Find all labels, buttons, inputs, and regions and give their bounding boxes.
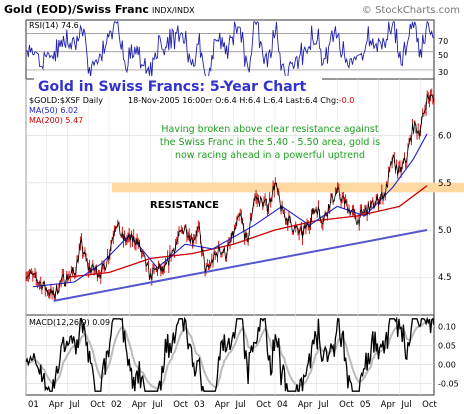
macd-tick-label: -0.05 [438,380,459,389]
macd-tick-label: 0.00 [438,361,456,370]
price-line [25,94,435,299]
x-tick-label: Apr [49,400,64,410]
banner-box [34,76,322,94]
x-tick-label: Oct [422,400,437,410]
rsi-line [25,20,435,79]
macd-tick-label: 0.10 [438,322,456,331]
annotation-line-1: Having broken above clear resistance aga… [161,124,379,135]
copyright: © StockCharts.com [362,5,460,16]
x-tick-label: 02 [111,400,122,410]
ma200-label: MA(200) 5.47 [29,116,83,125]
exchange-label: INDX/INDX [152,6,195,15]
price-tick-label: 5.5 [438,179,452,189]
x-tick-label: Oct [90,400,105,410]
x-tick-label: Jul [317,400,328,410]
chart-title: Gold (EOD)/Swiss Franc [4,3,149,16]
x-tick-label: Apr [298,400,313,410]
x-tick-label: Jul [400,400,411,410]
x-tick-label: Oct [256,400,271,410]
ma50-label: MA(50) 6.02 [29,106,78,115]
x-tick-label: 04 [277,400,288,410]
x-tick-label: Jul [68,400,79,410]
price-panel [25,78,435,316]
annotation-line-2: the Swiss Franc in the 5.40 - 5.50 area,… [160,137,380,148]
x-tick-label: Apr [381,400,396,410]
price-tick-label: 6.0 [438,132,452,142]
ohlc-readout: 18-Nov-2005 16:00ET O:6.4 H:6.4 L:6.4 Las… [128,96,354,105]
rsi-panel [25,19,435,80]
trendline [53,229,428,302]
x-axis: 01 Apr Jul Oct 02 Apr Jul Oct 03 Apr Jul Oct 04 Apr Ju… [28,400,438,410]
macd-panel [25,314,435,396]
x-tick-label: Apr [215,400,230,410]
price-tick-label: 4.5 [438,273,452,283]
x-tick-label: Jul [234,400,245,410]
rsi-tick-30: 30 [438,68,448,77]
resistance-band [111,182,464,193]
price-tick-label: 5.0 [438,226,452,236]
x-tick-label: Jul [151,400,162,410]
rsi-tick-70: 70 [438,37,448,46]
resistance-label: RESISTANCE [150,200,219,211]
rsi-level-lines [26,33,434,71]
macd-signal-line [25,320,435,390]
rsi-tick-50: 50 [438,51,448,60]
macd-tick-label: 0.05 [438,341,456,350]
symbol-label: $GOLD:$XSF Daily [29,96,103,105]
x-tick-label: Oct [173,400,188,410]
x-tick-label: 05 [360,400,371,410]
x-tick-label: 03 [194,400,205,410]
ma200-line [67,185,428,278]
macd-axis: 0.10 0.05 0.00 -0.05 [438,322,459,388]
x-tick-label: Apr [132,400,147,410]
banner-title: Gold in Swiss Francs: 5-Year Chart [38,79,307,95]
x-tick-label: Oct [339,400,354,410]
annotation-line-3: now racing ahead in a powerful uptrend [175,150,365,161]
macd-line [25,316,435,392]
rsi-label: RSI(14) 74.6 [29,21,79,30]
price-axis: 6.0 5.5 5.0 4.5 [438,132,452,284]
x-tick-label: 01 [28,400,39,410]
macd-label: MACD(12,26,9) 0.09 [29,318,110,327]
